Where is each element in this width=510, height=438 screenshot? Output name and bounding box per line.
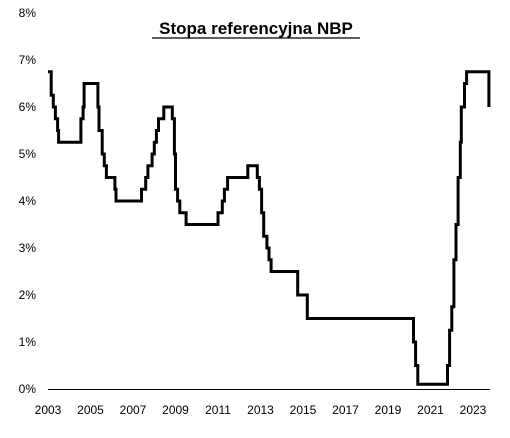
y-axis-ticks: 0% 1% 2% 3% 4% 5% 6% 7% 8% bbox=[19, 6, 37, 396]
x-tick-label: 2019 bbox=[375, 403, 402, 417]
x-tick-label: 2013 bbox=[247, 403, 274, 417]
y-tick-label: 6% bbox=[19, 100, 37, 114]
x-tick-label: 2007 bbox=[120, 403, 147, 417]
x-tick-label: 2005 bbox=[77, 403, 104, 417]
series-line-reference-rate bbox=[48, 70, 491, 386]
x-axis-ticks: 2003 2005 2007 2009 2011 2013 2015 2017 2019 2021… bbox=[35, 403, 487, 417]
x-tick-label: 2017 bbox=[332, 403, 359, 417]
chart-title: Stopa referencyjna NBP bbox=[159, 19, 353, 38]
y-tick-label: 8% bbox=[19, 6, 37, 20]
x-tick-label: 2015 bbox=[290, 403, 317, 417]
y-tick-label: 4% bbox=[19, 194, 37, 208]
x-tick-label: 2003 bbox=[35, 403, 62, 417]
x-tick-label: 2009 bbox=[162, 403, 189, 417]
y-tick-label: 1% bbox=[19, 335, 37, 349]
y-tick-label: 2% bbox=[19, 288, 37, 302]
x-tick-label: 2011 bbox=[205, 403, 231, 417]
y-tick-label: 3% bbox=[19, 241, 37, 255]
y-tick-label: 5% bbox=[19, 147, 37, 161]
y-tick-label: 7% bbox=[19, 53, 37, 67]
x-tick-label: 2021 bbox=[417, 403, 444, 417]
x-tick-label: 2023 bbox=[460, 403, 487, 417]
y-tick-label: 0% bbox=[19, 382, 37, 396]
